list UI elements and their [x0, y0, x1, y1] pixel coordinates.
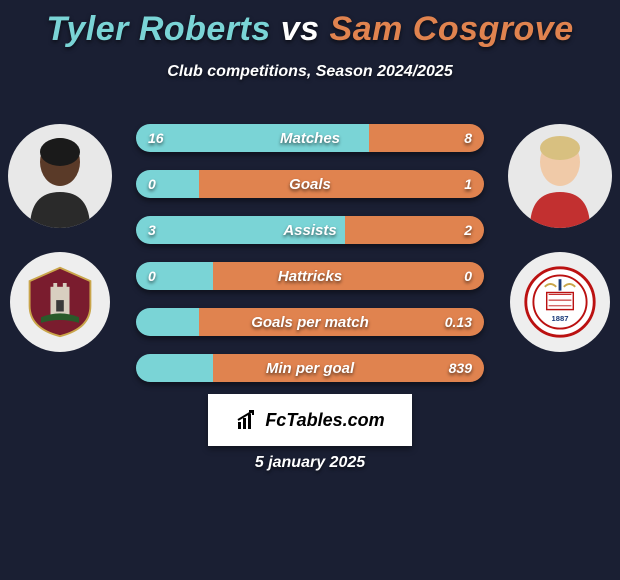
northampton-crest-icon — [22, 264, 98, 340]
stat-bar-left — [136, 170, 199, 198]
stat-bar-left — [136, 308, 199, 336]
stat-bar-right — [369, 124, 484, 152]
player1-avatar — [8, 124, 112, 228]
player1-name: Tyler Roberts — [46, 10, 270, 48]
stat-bar-right — [199, 308, 484, 336]
stat-bar-right — [345, 216, 484, 244]
player2-avatar — [508, 124, 612, 228]
player2-name: Sam Cosgrove — [330, 10, 574, 48]
date-text: 5 january 2025 — [0, 454, 620, 472]
stat-bar-right — [213, 354, 484, 382]
stat-row: Assists32 — [136, 216, 484, 244]
player2-club-crest: 1887 — [510, 252, 610, 352]
stat-bar-left — [136, 124, 369, 152]
branding-logo-icon — [235, 408, 259, 432]
stat-bar-left — [136, 262, 213, 290]
stat-row: Goals per match0.13 — [136, 308, 484, 336]
stat-row: Min per goal839 — [136, 354, 484, 382]
barnsley-crest-icon: 1887 — [522, 264, 598, 340]
subtitle: Club competitions, Season 2024/2025 — [0, 63, 620, 81]
stat-bar-left — [136, 354, 213, 382]
stat-row: Matches168 — [136, 124, 484, 152]
branding-box: FcTables.com — [208, 394, 412, 446]
stat-bar-right — [199, 170, 484, 198]
svg-text:1887: 1887 — [552, 314, 569, 323]
player1-silhouette-icon — [20, 132, 100, 228]
stat-row: Goals01 — [136, 170, 484, 198]
vs-text: vs — [281, 10, 320, 48]
stats-bars: Matches168 Goals01 Assists32 Hattricks00 Goa… — [136, 124, 484, 400]
stat-bar-left — [136, 216, 345, 244]
comparison-title: Tyler Roberts vs Sam Cosgrove — [0, 0, 620, 49]
player2-silhouette-icon — [520, 132, 600, 228]
stat-bar-right — [213, 262, 484, 290]
player1-club-crest — [10, 252, 110, 352]
branding-text: FcTables.com — [265, 410, 384, 431]
stat-row: Hattricks00 — [136, 262, 484, 290]
